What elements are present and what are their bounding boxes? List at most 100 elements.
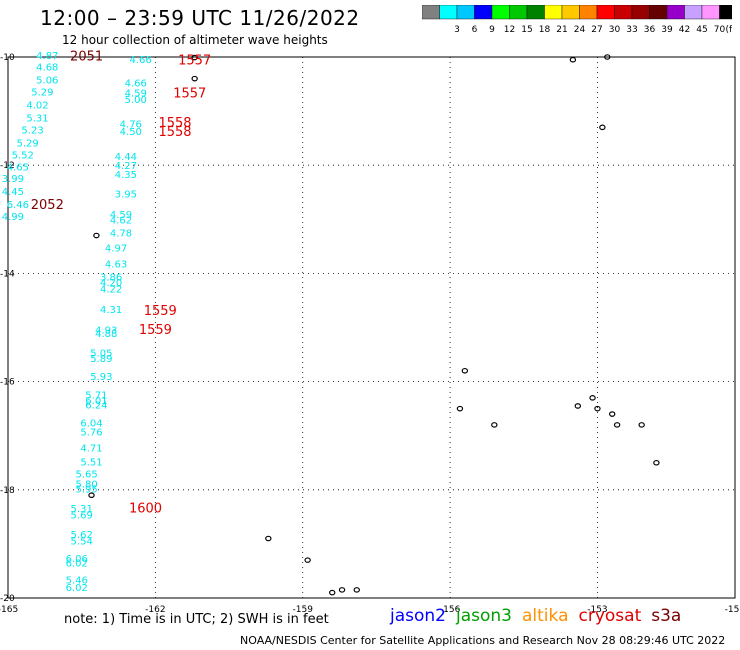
swh-label: 4.76 [120,120,142,131]
lat-tick-label: -10 [0,53,15,63]
time-label: 1557 [178,54,211,69]
swh-label: 4.45 [2,187,24,198]
island-outline [491,422,498,428]
lon-tick-label: -165 [0,605,18,615]
swh-label: 4.63 [105,260,127,271]
lon-tick-label: -15 [725,605,740,615]
legend-label: 15 [521,25,532,35]
island-outline [353,587,360,593]
legend-label: 36 [644,25,656,35]
island-outline [599,124,606,131]
swh-label: 4.68 [36,63,58,74]
swh-label: 5.31 [71,504,93,515]
satellite-legend: jason2 jason3 altika cryosat s3a [390,606,691,626]
legend-label: 70 [714,25,726,35]
swh-label: 4.97 [105,243,127,254]
swh-label: 5.65 [75,470,97,481]
island-outline [304,557,311,563]
island-outline [338,587,346,593]
swh-label: 4.66 [129,55,151,66]
footer-credit: NOAA/NESDIS Center for Satellite Applica… [240,634,726,647]
swh-label: 5.62 [71,530,93,541]
swh-label: 5.93 [90,372,112,383]
island-outline [93,232,100,239]
swh-label: 5.89 [90,354,112,365]
satellite-name: jason3 [456,606,512,626]
island-outline [589,395,596,401]
island-outline [569,56,577,63]
lon-tick-label: -156 [440,605,461,615]
legend-swatch [614,5,633,20]
legend-swatch [666,5,685,20]
swh-label: 5.51 [80,458,102,469]
island-outline [594,405,601,412]
swh-label: 4.02 [26,101,48,112]
satellite-name: s3a [651,606,682,626]
swh-label: 5.05 [90,348,112,359]
swh-label: 6.24 [85,400,107,411]
time-label: 1559 [139,323,172,338]
swh-label: 6.04 [80,419,102,430]
island-outline [456,405,464,412]
swh-label: 4.50 [120,127,142,138]
lat-tick-label: -20 [0,594,15,604]
legend-swatch [596,5,615,20]
island-outline [604,54,611,60]
swh-label: 4.93 [95,326,117,337]
swh-label: 4.87 [36,51,58,62]
swh-label: 5.71 [85,391,107,402]
swh-label: 6.06 [66,554,88,565]
legend-unit: (ft) [725,25,732,35]
legend-label: 24 [574,25,586,35]
time-label: 2051 [70,49,103,64]
swh-label: 4.22 [100,285,122,296]
page-subtitle: 12 hour collection of altimeter wave hei… [62,33,328,47]
map-plot: -165 -162 -159 -156 -153 -15 -10 -12 -14 -16 -18 -2… [0,49,740,615]
island-outline [265,535,272,542]
swh-label: 4.31 [100,305,122,316]
satellite-name: jason2 [390,606,446,626]
time-label: 1600 [129,502,162,517]
swh-label: 5.54 [71,537,93,548]
island-outline [191,54,198,61]
swh-label: 5.29 [31,88,53,99]
swh-label: 6.02 [66,583,88,594]
swh-label: 5.23 [21,125,43,136]
legend-label: 3 [454,25,460,35]
swh-label: 3.86 [100,273,122,284]
swh-label: 4.44 [115,152,137,163]
island-outline [608,411,616,417]
legend-label: 18 [539,25,551,35]
swh-label: 5.29 [17,138,39,149]
swh-label: 5.52 [12,150,34,161]
swh-label: 6.02 [66,558,88,569]
island-outline [638,422,645,428]
legend-swatch [526,5,545,20]
legend-swatch [439,5,458,20]
legend-swatch [456,5,475,20]
page-title: 12:00 – 23:59 UTC 11/26/2022 [40,6,360,30]
legend-swatch [544,5,563,20]
legend-swatch [561,5,580,20]
footer-note: note: 1) Time is in UTC; 2) SWH is in fe… [64,612,329,627]
swh-label: 4.71 [80,444,102,455]
swh-label: 5.00 [125,95,147,106]
swh-label: 5.46 [66,576,88,587]
legend-label: 6 [472,25,478,35]
swh-label: 5.80 [75,479,97,490]
lon-tick-label: -159 [293,605,314,615]
time-label: 1559 [144,304,177,319]
swh-label: 4.27 [115,161,137,172]
swh-label: 4.88 [95,329,117,340]
legend-swatch [579,5,598,20]
island-outline [329,589,336,596]
legend-swatch [684,5,703,20]
legend-label: 42 [679,25,690,35]
legend-swatch [701,5,720,20]
swh-label: 6.01 [85,396,107,407]
swh-label: 4.35 [115,170,137,181]
swh-label: 4.66 [125,78,147,89]
satellite-name: cryosat [578,606,642,626]
legend-label: 12 [504,25,515,35]
swh-label: 3.95 [115,189,137,200]
